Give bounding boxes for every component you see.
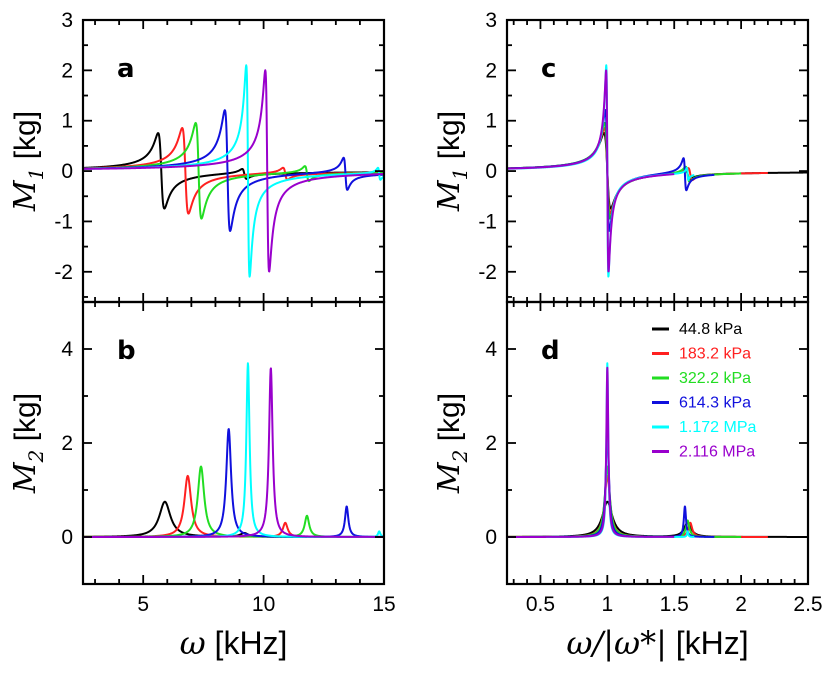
- series-line-2-116-mpa: [507, 366, 676, 538]
- series-group: [83, 362, 384, 538]
- y-tick-label: 1: [61, 110, 73, 133]
- y-tick-label: -2: [478, 261, 497, 284]
- y-tick-label: 4: [485, 338, 497, 361]
- x-tick-label: 5: [137, 593, 149, 616]
- y-tick-label: -1: [478, 210, 497, 233]
- series-line-614-3-kpa: [83, 109, 384, 232]
- panel-a: -2 -1 0 1 2 3 a M1 [kg]: [8, 9, 386, 304]
- panel-letter: b: [117, 336, 136, 366]
- y-axis-label: M1 [kg]: [8, 111, 48, 212]
- x-tick-label: 1.5: [660, 593, 689, 616]
- series-line-2-116-mpa: [83, 69, 384, 273]
- y-axis-label: M2 [kg]: [432, 393, 472, 494]
- x-tick-label: 2: [735, 593, 747, 616]
- series-line-1-172-mpa: [83, 64, 384, 278]
- y-tick-label: 0: [485, 526, 497, 549]
- y-tick-label: 2: [485, 432, 497, 455]
- legend-label: 1.172 MPa: [679, 419, 756, 436]
- series-line-183-2-kpa: [507, 126, 769, 215]
- legend: 44.8 kPa 183.2 kPa 322.2 kPa 614.3 kPa 1.172…: [652, 321, 756, 461]
- y-tick-label: 0: [61, 160, 73, 183]
- panel-letter: c: [541, 54, 556, 84]
- panel-b: 5 10 15 0 2 4 b M2 [kg] ω [kHz]: [8, 300, 396, 662]
- panel-letter: a: [117, 54, 135, 84]
- y-tick-label: 4: [61, 338, 73, 361]
- series-group: [507, 362, 808, 538]
- series-line-322-2-kpa: [507, 465, 742, 538]
- y-tick-label: 0: [61, 526, 73, 549]
- panel-d: 0.5 1 1.5 2 2.5 0 2 4 d M2 [kg] ω/|ω*| [kHz] 44.8 k…: [432, 300, 823, 662]
- legend-label: 322.2 kPa: [679, 370, 751, 387]
- series-line-1-172-mpa: [507, 64, 696, 278]
- y-tick-label: 1: [485, 110, 497, 133]
- y-axis-label: M1 [kg]: [432, 111, 472, 212]
- series-line-44-8-kpa: [83, 132, 384, 210]
- y-axis-label: M2 [kg]: [8, 393, 48, 494]
- x-tick-label: 2.5: [793, 593, 822, 616]
- legend-label: 614.3 kPa: [679, 395, 751, 412]
- series-line-44-8-kpa: [507, 500, 808, 538]
- y-tick-label: 0: [485, 160, 497, 183]
- series-line-322-2-kpa: [83, 121, 384, 220]
- legend-label: 183.2 kPa: [679, 346, 751, 363]
- x-axis-label: ω/|ω*| [kHz]: [566, 624, 748, 662]
- legend-label: 2.116 MPa: [679, 444, 755, 461]
- y-tick-label: 3: [485, 9, 497, 32]
- series-line-44-8-kpa: [507, 132, 808, 210]
- series-line-183-2-kpa: [83, 127, 384, 215]
- y-tick-label: 2: [61, 432, 73, 455]
- panel-c: -2 -1 0 1 2 3 c M1 [kg]: [432, 9, 810, 304]
- series-line-614-3-kpa: [83, 428, 384, 538]
- y-tick-label: -2: [54, 261, 73, 284]
- series-line-2-116-mpa: [83, 367, 384, 538]
- panel-letter: d: [541, 336, 560, 366]
- x-tick-label: 10: [252, 593, 275, 616]
- y-tick-label: 2: [61, 59, 73, 82]
- x-tick-label: 15: [372, 593, 395, 616]
- legend-label: 44.8 kPa: [679, 321, 742, 338]
- series-group: [83, 64, 384, 278]
- x-axis-label: ω [kHz]: [180, 624, 288, 662]
- x-tick-label: 0.5: [526, 593, 555, 616]
- series-line-2-116-mpa: [507, 69, 676, 273]
- series-line-322-2-kpa: [507, 121, 742, 220]
- series-line-183-2-kpa: [507, 474, 769, 538]
- y-tick-label: 3: [61, 9, 73, 32]
- y-tick-label: -1: [54, 210, 73, 233]
- series-group: [507, 64, 808, 278]
- x-tick-label: 1: [601, 593, 613, 616]
- y-tick-label: 2: [485, 59, 497, 82]
